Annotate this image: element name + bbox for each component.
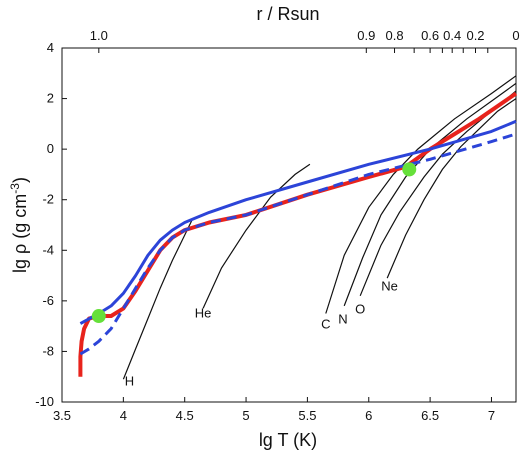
y-tick-label: -2: [42, 192, 54, 207]
x-tick-label: 6.5: [421, 408, 439, 423]
ionization-curve-h: [122, 219, 193, 380]
y-axis-title-main: lg ρ (g cm: [10, 194, 30, 273]
markers-layer: [91, 162, 417, 324]
y-tick-label: -4: [42, 242, 54, 257]
y-axis-title: lg ρ (g cm-3): [8, 177, 30, 273]
top-axis-title: r / Rsun: [256, 4, 319, 24]
x-tick-label: 3.5: [53, 408, 71, 423]
series-layer: [78, 91, 518, 377]
ionization-curves-layer: [122, 75, 517, 380]
ionization-label-n: N: [338, 312, 347, 327]
plot-frame: [61, 47, 517, 403]
y-tick-label: 0: [47, 141, 54, 156]
x-tick-label: 5: [242, 408, 249, 423]
ionization-curve-o: [359, 90, 517, 297]
y-tick-label: 2: [47, 91, 54, 106]
y-axis-title-close: ): [10, 177, 30, 183]
x-tick-label: 7: [488, 408, 495, 423]
top-tick-label: 1.0: [90, 28, 108, 43]
x-tick-label: 5.5: [298, 408, 316, 423]
y-axis-title-sup: -3: [8, 183, 22, 194]
top-tick-label: 0.6: [421, 28, 439, 43]
ionization-curve-he: [202, 163, 311, 309]
top-tick-label: 0: [512, 28, 519, 43]
top-tick-label: 0.2: [466, 28, 484, 43]
x-tick-label: 4.5: [176, 408, 194, 423]
series-line-1: [78, 91, 518, 377]
ionization-curve-ne: [386, 98, 517, 279]
y-tick-label: -8: [42, 343, 54, 358]
top-tick-label: 0.4: [443, 28, 461, 43]
marker-point-1: [91, 309, 106, 324]
top-tick-label: 0.8: [385, 28, 403, 43]
series-line-2: [79, 132, 517, 356]
ionization-curve-c: [325, 75, 517, 314]
ionization-label-he: He: [195, 305, 212, 320]
ionization-label-ne: Ne: [381, 279, 398, 294]
tick-layer: [61, 47, 517, 403]
x-axis-title: lg T (K): [259, 430, 317, 450]
marker-point-2: [402, 162, 417, 177]
ionization-label-o: O: [355, 302, 365, 317]
x-tick-label: 4: [120, 408, 127, 423]
ionization-label-h: H: [125, 374, 134, 389]
y-tick-label: -6: [42, 293, 54, 308]
top-tick-label: 0.9: [357, 28, 375, 43]
y-tick-label: 4: [47, 40, 54, 55]
labels-layer: 3.5 4 4.5 5 5.5 6 6.5 7 -10 -8 -6 -4 -2 0 2 4 1.0 0.9 0.8 0…: [35, 28, 519, 423]
ionization-label-c: C: [321, 317, 330, 332]
y-tick-label: -10: [35, 394, 54, 409]
x-tick-label: 6: [365, 408, 372, 423]
series-line-3: [79, 119, 517, 325]
